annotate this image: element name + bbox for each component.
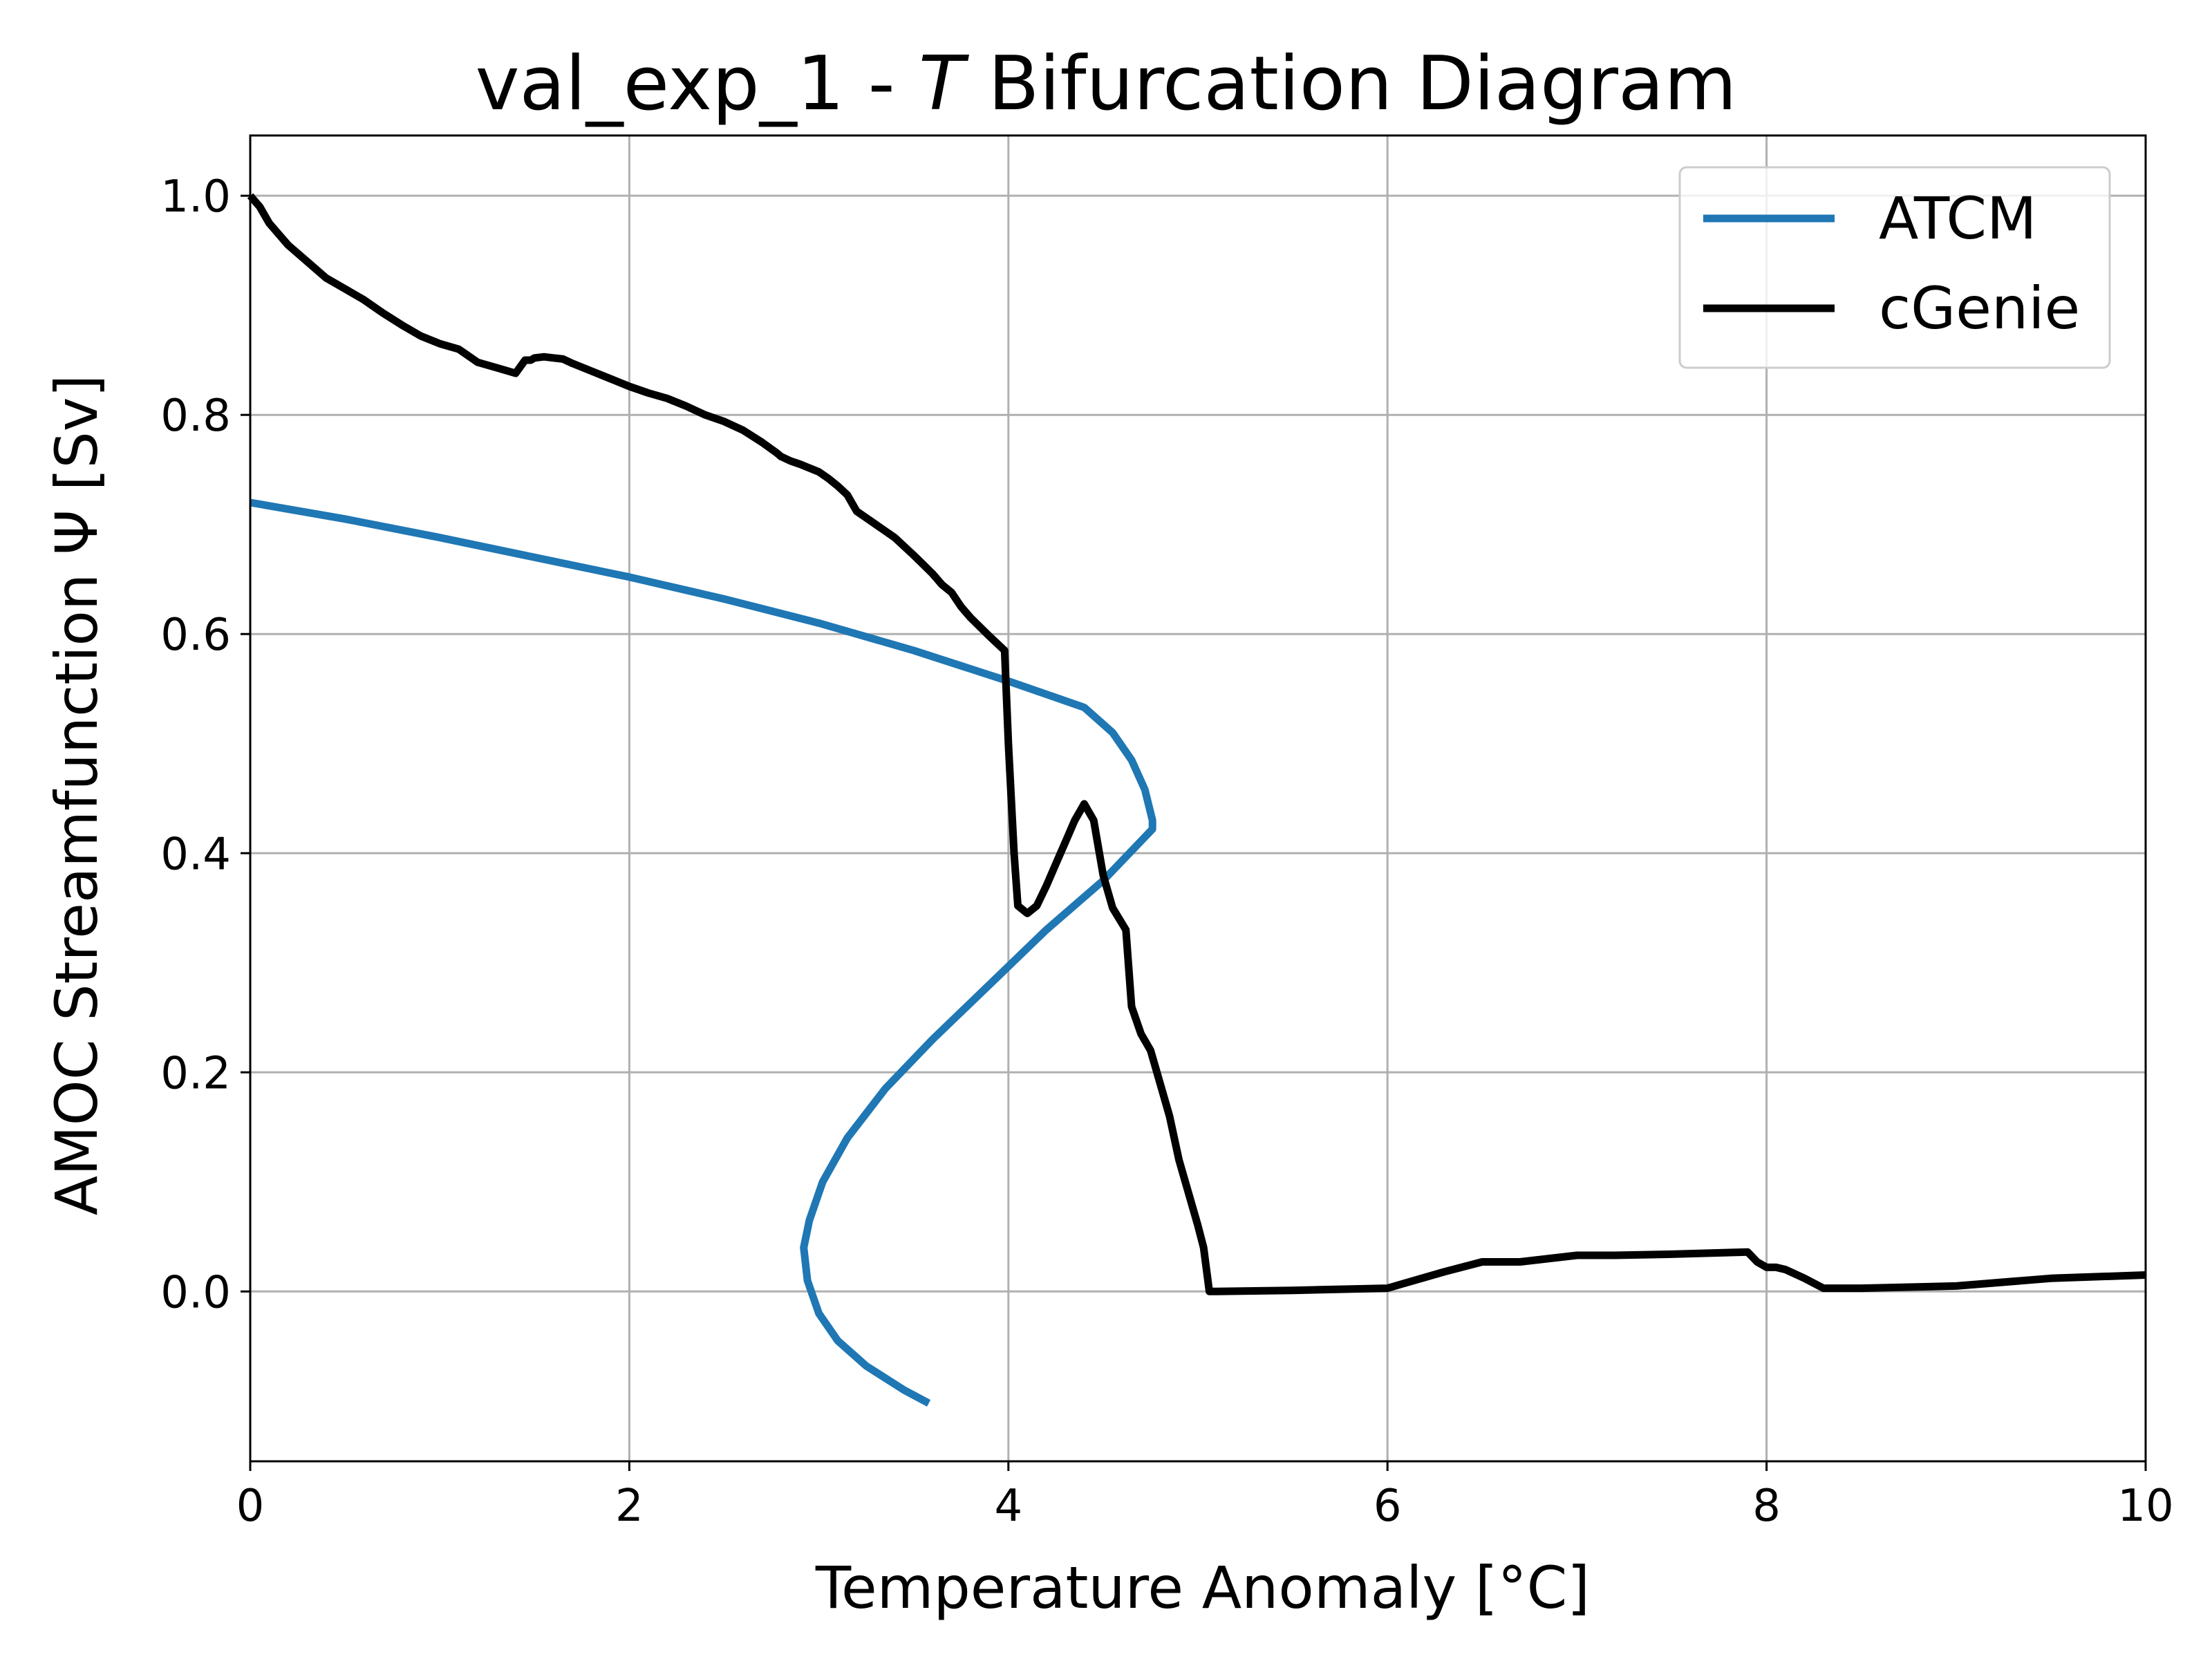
legend-label-atcm: ATCM bbox=[1879, 185, 2036, 252]
x-tick-label: 10 bbox=[2117, 1481, 2173, 1532]
x-tick-label: 8 bbox=[1752, 1481, 1781, 1532]
x-tick-label: 2 bbox=[615, 1481, 644, 1532]
title-prefix: val_exp_1 - bbox=[476, 41, 919, 127]
y-tick-label: 0.8 bbox=[160, 391, 231, 442]
series-line-atcm bbox=[250, 498, 1156, 1407]
title-suffix: Bifurcation Diagram bbox=[964, 41, 1736, 127]
title-italic-variable: T bbox=[919, 41, 969, 127]
axis-ticks: 0 2 4 6 8 10 0.0 0.2 0.4 0.6 0.8 1.0 bbox=[160, 171, 2174, 1532]
series-line-cgenie bbox=[247, 193, 2146, 1295]
y-tick-label: 1.0 bbox=[160, 171, 231, 223]
x-axis-label: Temperature Anomaly [°C] bbox=[815, 1554, 1590, 1622]
legend-label-cgenie: cGenie bbox=[1879, 274, 2080, 342]
y-tick-label: 0.6 bbox=[160, 610, 231, 661]
y-tick-label: 0.2 bbox=[160, 1048, 231, 1099]
chart-title: val_exp_1 - T Bifurcation Diagram bbox=[476, 41, 1737, 127]
legend: ATCM cGenie bbox=[1678, 166, 2111, 369]
y-axis-label: AMOC Streamfunction Ψ [Sv] bbox=[43, 375, 111, 1216]
x-tick-label: 0 bbox=[236, 1481, 265, 1532]
y-tick-label: 0.0 bbox=[160, 1267, 231, 1318]
x-tick-label: 6 bbox=[1374, 1481, 1402, 1532]
plot-frame bbox=[249, 134, 2147, 1463]
x-tick-label: 4 bbox=[994, 1481, 1022, 1532]
y-tick-label: 0.4 bbox=[160, 829, 231, 880]
data-series bbox=[247, 193, 2146, 1407]
